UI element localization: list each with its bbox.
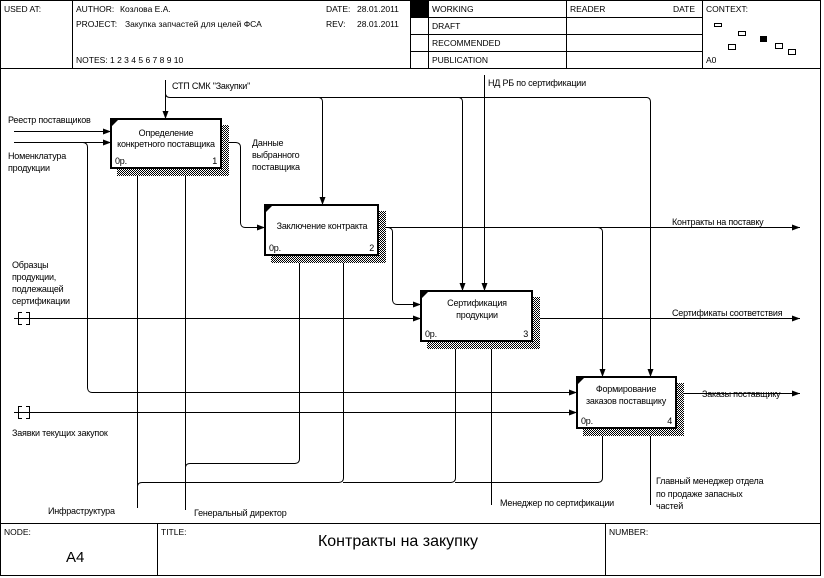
label-obrazcy-2: продукции, xyxy=(12,272,56,282)
reader-label: READER xyxy=(570,4,605,14)
arrow-stp-box3[interactable] xyxy=(458,97,466,292)
label-sertifikaty: Сертификаты соответствия xyxy=(672,308,783,318)
node-value: A4 xyxy=(66,549,84,566)
box3-cost: 0р. xyxy=(425,329,437,339)
label-glavmen-3: частей xyxy=(656,501,683,511)
arrow-infra-box3[interactable] xyxy=(343,341,459,483)
rev-label: REV: xyxy=(326,19,346,29)
context-label: CONTEXT: xyxy=(706,4,748,14)
label-glavmen-1: Главный менеджер отдела xyxy=(656,476,764,486)
tunnel-icon xyxy=(18,406,30,419)
label-stp: СТП СМК "Закупки" xyxy=(172,81,250,91)
label-obrazcy-3: подлежащей xyxy=(12,284,64,294)
label-ndrb: НД РБ по сертификации xyxy=(488,78,586,88)
status-working: WORKING xyxy=(432,4,474,14)
title-label: TITLE: xyxy=(161,527,187,537)
box2-number: 2 xyxy=(369,243,374,253)
number-label: NUMBER: xyxy=(609,527,648,537)
activity-box-3[interactable]: Сертификация продукции 0р. 3 xyxy=(420,290,540,349)
label-obrazcy-1: Образцы xyxy=(12,260,48,270)
box1-title-1: Определение xyxy=(139,128,194,138)
footer: NODE: A4 TITLE: Контракты на закупку NUM… xyxy=(0,523,821,576)
box2-cost: 0р. xyxy=(269,243,281,253)
box2-title-1: Заключение контракта xyxy=(277,221,368,231)
box3-title-1: Сертификация xyxy=(447,298,507,308)
label-nomenkl-2: продукции xyxy=(8,163,50,173)
label-infra: Инфраструктура xyxy=(48,506,115,516)
box4-cost: 0р. xyxy=(581,416,593,426)
arrow-kontrakty-box4[interactable] xyxy=(597,227,606,378)
label-zakazy: Заказы поставщику xyxy=(702,389,781,399)
arrow-infra-box2[interactable] xyxy=(137,255,347,487)
status-draft: DRAFT xyxy=(432,21,460,31)
label-mensert: Менеджер по сертификации xyxy=(500,498,614,508)
box3-number: 3 xyxy=(523,329,528,339)
arrow-gendir-box2[interactable] xyxy=(185,255,303,468)
label-reestr: Реестр поставщиков xyxy=(8,115,91,125)
working-status-marker xyxy=(411,1,428,17)
arrow-nomenkl-box4[interactable] xyxy=(82,142,577,396)
context-map xyxy=(714,23,796,55)
diagram-title: Контракты на закупку xyxy=(318,533,478,550)
author-label: AUTHOR: xyxy=(76,4,114,14)
label-dannye-3: поставщика xyxy=(252,162,300,172)
label-dannye-2: выбранного xyxy=(252,150,300,160)
label-zayavki: Заявки текущих закупок xyxy=(12,428,108,438)
arrow-infra-box4[interactable] xyxy=(455,428,606,483)
project-value: Закупка запчастей для целей ФСА xyxy=(125,19,262,29)
arrow-stp-box2[interactable] xyxy=(318,97,326,206)
label-nomenkl-1: Номенклатура xyxy=(8,151,66,161)
arrow-labels: СТП СМК "Закупки" НД РБ по сертификации … xyxy=(8,78,783,518)
status-recommended: RECOMMENDED xyxy=(432,38,500,48)
label-gendir: Генеральный директор xyxy=(194,508,287,518)
box1-cost: 0р. xyxy=(115,156,127,166)
label-obrazcy-4: сертификации xyxy=(12,296,70,306)
label-dannye-1: Данные xyxy=(252,138,284,148)
arrow-dannye[interactable] xyxy=(221,142,265,231)
project-label: PROJECT: xyxy=(76,19,117,29)
box3-title-2: продукции xyxy=(456,310,498,320)
activity-box-2[interactable]: Заключение контракта 0р. 2 xyxy=(264,204,386,263)
author-value: Козлова Е.А. xyxy=(120,4,171,14)
activity-box-1[interactable]: Определение конкретного поставщика 0р. 1 xyxy=(110,118,229,176)
arrow-stp-box4[interactable] xyxy=(165,93,654,377)
rev-value: 28.01.2011 xyxy=(357,19,399,29)
label-glavmen-2: по продаже запасных xyxy=(656,489,743,499)
activity-box-4[interactable]: Формирование заказов поставщику 0р. 4 xyxy=(576,376,684,436)
status-publication: PUBLICATION xyxy=(432,55,488,65)
arrow-kontrakty-box3[interactable] xyxy=(387,227,421,308)
label-kontrakty: Контракты на поставку xyxy=(672,217,764,227)
node-label: NODE: xyxy=(4,527,31,537)
box1-title-2: конкретного поставщика xyxy=(117,139,215,149)
context-node: A0 xyxy=(706,55,717,65)
notes: NOTES: 1 2 3 4 5 6 7 8 9 10 xyxy=(76,55,184,65)
date-value: 28.01.2011 xyxy=(357,4,399,14)
reader-date-label: DATE xyxy=(673,4,695,14)
box4-title-1: Формирование xyxy=(596,384,657,394)
tunnel-icon xyxy=(18,312,30,325)
box4-number: 4 xyxy=(667,416,672,426)
date-label: DATE: xyxy=(326,4,350,14)
box1-number: 1 xyxy=(212,156,217,166)
box4-title-2: заказов поставщику xyxy=(586,396,667,406)
arrows xyxy=(14,75,800,510)
used-at-label: USED AT: xyxy=(4,4,41,14)
header: USED AT: AUTHOR: Козлова Е.А. PROJECT: З… xyxy=(0,0,821,69)
